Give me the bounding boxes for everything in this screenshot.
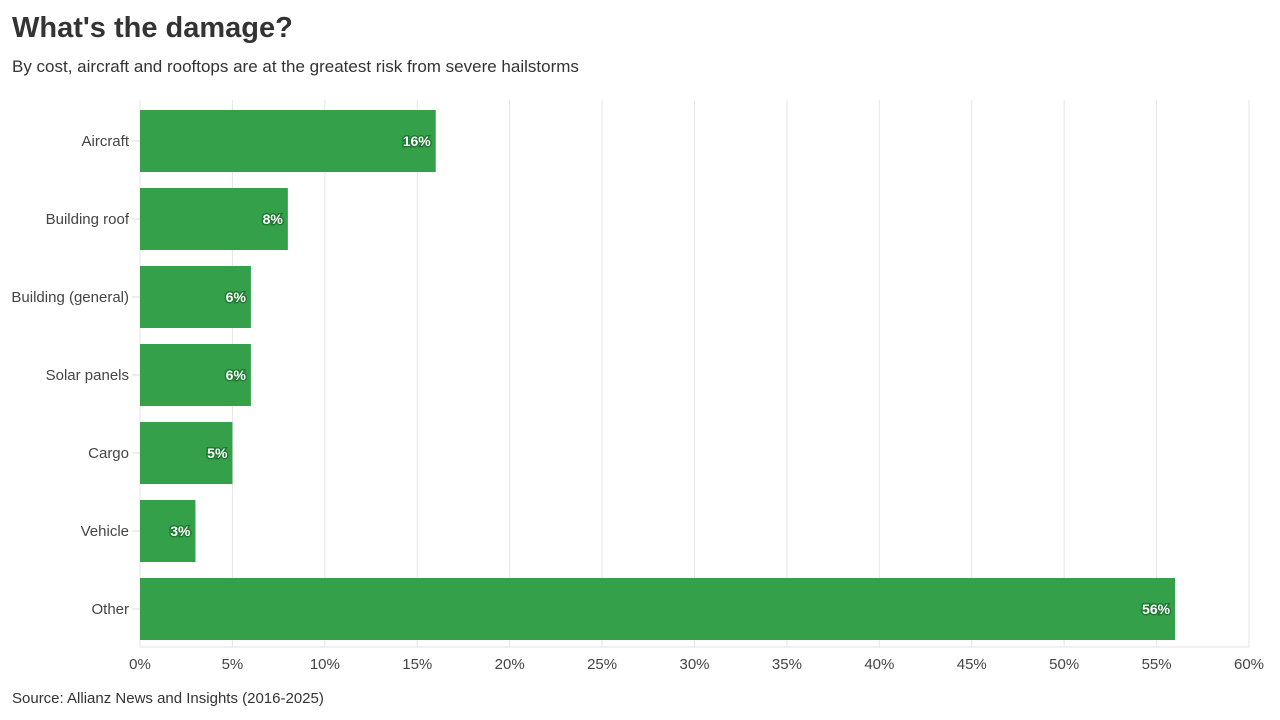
data-label: 56% bbox=[1142, 601, 1171, 617]
data-label: 16% bbox=[403, 133, 432, 149]
x-tick-label: 20% bbox=[495, 656, 525, 673]
x-tick-label: 15% bbox=[402, 656, 432, 673]
chart-subtitle: By cost, aircraft and rooftops are at th… bbox=[12, 57, 579, 76]
x-tick-label: 55% bbox=[1142, 656, 1172, 673]
category-label: Solar panels bbox=[46, 367, 129, 384]
bar bbox=[140, 188, 288, 250]
bar bbox=[140, 266, 251, 328]
category-label: Vehicle bbox=[81, 523, 129, 540]
category-label: Aircraft bbox=[81, 133, 129, 150]
data-label: 5% bbox=[207, 445, 228, 461]
x-tick-label: 45% bbox=[957, 656, 987, 673]
x-tick-label: 50% bbox=[1049, 656, 1079, 673]
bar bbox=[140, 344, 251, 406]
x-tick-label: 30% bbox=[679, 656, 709, 673]
x-tick-label: 25% bbox=[587, 656, 617, 673]
data-label: 6% bbox=[226, 367, 247, 383]
x-tick-label: 40% bbox=[864, 656, 894, 673]
x-tick-label: 10% bbox=[310, 656, 340, 673]
bar bbox=[140, 578, 1176, 640]
x-tick-label: 35% bbox=[772, 656, 802, 673]
x-tick-label: 0% bbox=[129, 656, 151, 673]
source-note: Source: Allianz News and Insights (2016-… bbox=[12, 690, 324, 707]
chart-title: What's the damage? bbox=[12, 12, 293, 44]
category-label: Building (general) bbox=[11, 289, 129, 306]
bar bbox=[140, 500, 196, 562]
data-label: 6% bbox=[226, 289, 247, 305]
data-label: 3% bbox=[170, 523, 191, 539]
x-tick-label: 60% bbox=[1234, 656, 1264, 673]
category-label: Cargo bbox=[88, 445, 129, 462]
x-tick-label: 5% bbox=[222, 656, 244, 673]
category-label: Other bbox=[91, 601, 129, 618]
bar bbox=[140, 422, 233, 484]
category-label: Building roof bbox=[46, 211, 130, 228]
bar bbox=[140, 110, 436, 172]
data-label: 8% bbox=[263, 211, 284, 227]
